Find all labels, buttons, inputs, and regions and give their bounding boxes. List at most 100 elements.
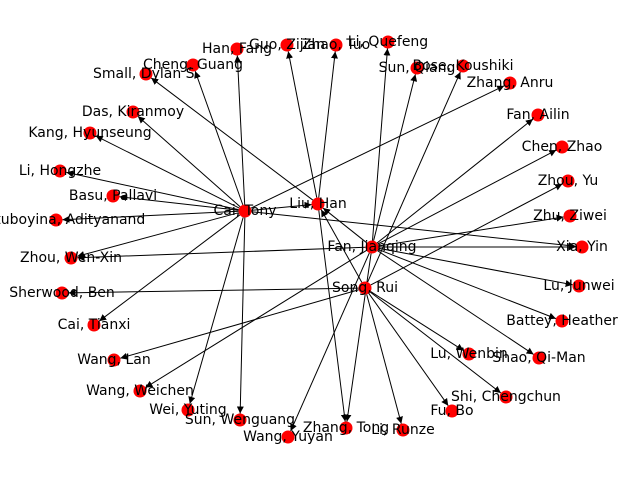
node-kang_hyunseung (83, 126, 97, 140)
edge-cai_tony-to-han_fang (234, 55, 246, 205)
node-label-sherwood_ben: Sherwood, Ben (9, 285, 115, 301)
node-label-battey_heather: Battey, Heather (506, 313, 618, 329)
edge-liu_han-to-zhang_tong (318, 210, 348, 422)
node-label-han_fang: Han, Fang (202, 41, 272, 57)
node-label-xia_yin: Xia, Yin (556, 239, 608, 255)
node-label-cheng_guang: Cheng, Guang (143, 57, 243, 73)
node-battey_heather (555, 314, 569, 328)
node-zhao_tuo (329, 38, 343, 52)
node-label-wei_yuting: Wei, Yuting (149, 402, 226, 418)
edge-fan_jianqing-to-zhang_tong (344, 253, 372, 422)
node-label-wang_lan: Wang, Lan (77, 352, 150, 368)
edge-fan_jianqing-to-liu_han (322, 207, 368, 244)
node-fan_jianqing (365, 240, 379, 254)
node-zhou_yu (561, 174, 575, 188)
edge-fan_jianqing-to-zhou_wenxin (77, 246, 366, 262)
edge-liu_han-to-zhao_tuo (318, 51, 338, 198)
labels-layer: Cai, Tony Fan, Jianqing Song, Rui Liu, Han H… (0, 34, 618, 445)
node-wang_lan (107, 353, 121, 367)
node-fu_bo (445, 404, 459, 418)
node-label-zhao_tuo: Zhao, Tuo (302, 37, 370, 53)
node-label-zhang_anru: Zhang, Anru (467, 75, 554, 91)
node-fan_ailin (531, 108, 545, 122)
node-label-sun_qiang: Sun, Qiang (379, 60, 456, 76)
node-label-basu_pallavi: Basu, Pallavi (69, 188, 157, 204)
node-label-fan_ailin: Fan, Ailin (506, 107, 569, 123)
node-label-zhang_tong: Zhang, Tong (303, 420, 389, 436)
edge-liu_han-to-small_dylan (150, 77, 314, 201)
node-chen_zhao (555, 140, 569, 154)
edge-song_rui-to-sherwood_ben (68, 287, 359, 297)
node-label-kang_hyunseung: Kang, Hyunseung (28, 125, 151, 141)
node-zhang_tong (339, 421, 353, 435)
edge-fan_jianqing-to-sun_qiang (373, 74, 418, 241)
node-label-das_kiranmoy: Das, Kiranmoy (82, 104, 184, 120)
node-li_hongzhe (53, 164, 67, 178)
node-label-zhou_wenxin: Zhou, Wen-Xin (20, 250, 122, 266)
node-label-lu_junwei: Lu, Junwei (543, 278, 614, 294)
edge-fan_jianqing-to-wang_yuyan (290, 252, 370, 432)
edge-cai_tony-to-das_kiranmoy (137, 115, 241, 208)
node-label-chen_zhao: Chen, Zhao (522, 139, 603, 155)
node-shao_qiman (532, 351, 546, 365)
node-wang_weichen (133, 384, 147, 398)
node-zhang_anru (503, 76, 517, 90)
edge-cai_tony-to-zhang_anru (250, 85, 505, 209)
node-label-small_dylan: Small, Dylan S. (93, 66, 199, 82)
node-label-boyina_adityanand: Guntuboyina, Adityanand (0, 212, 145, 228)
edge-cai_tony-to-boyina_adityanand (62, 210, 239, 223)
node-basu_pallavi (106, 189, 120, 203)
edge-cai_tony-to-cheng_guang (194, 70, 244, 206)
edge-song_rui-to-lu_wenbin (370, 291, 464, 351)
edge-liu_han-to-guo_zijian (286, 51, 318, 198)
edge-song_rui-to-li_runze (366, 294, 403, 424)
node-label-cai_tony: Cai, Tony (213, 203, 276, 219)
node-label-zhou_yu: Zhou, Yu (538, 173, 599, 189)
edge-fan_jianqing-to-battey_heather (377, 248, 557, 320)
node-label-guo_zijian: Guo, Zijian (249, 37, 325, 53)
node-zhou_wenxin (64, 251, 78, 265)
node-song_rui (358, 281, 372, 295)
node-label-wang_weichen: Wang, Weichen (86, 383, 194, 399)
edge-song_rui-to-shi_chengchun (369, 291, 502, 394)
edge-song_rui-to-zhou_yu (370, 183, 563, 286)
edge-song_rui-to-fu_bo (368, 293, 449, 406)
edge-song_rui-to-liu_han (320, 209, 363, 283)
node-label-shi_chengchun: Shi, Chengchun (451, 389, 561, 405)
node-li_quefeng (381, 35, 395, 49)
node-cai_tianxi (87, 318, 101, 332)
nodes-layer (49, 35, 589, 444)
node-label-cai_tianxi: Cai, Tianxi (58, 317, 131, 333)
node-zhu_ziwei (563, 209, 577, 223)
edges-layer (62, 48, 576, 432)
node-xia_yin (575, 240, 589, 254)
node-liu_han (311, 197, 325, 211)
edge-cai_tony-to-sun_wenguang (236, 217, 246, 414)
node-li_runze (396, 423, 410, 437)
node-das_kiranmoy (126, 105, 140, 119)
node-label-li_hongzhe: Li, Hongzhe (19, 163, 101, 179)
node-label-li_quefeng: Li, Quefeng (348, 34, 428, 50)
edge-fan_jianqing-to-li_quefeng (372, 48, 391, 241)
node-cheng_guang (186, 58, 200, 72)
edge-song_rui-to-wang_lan (120, 289, 359, 360)
node-label-wang_yuyan: Wang, Yuyan (243, 429, 333, 445)
node-guo_zijian (280, 38, 294, 52)
edge-cai_tony-to-xia_yin (251, 211, 576, 250)
node-label-li_runze: Li, Runze (371, 422, 434, 438)
node-boyina_adityanand (49, 213, 63, 227)
node-label-lu_wenbin: Lu, Wenbin (430, 346, 508, 362)
node-label-shao_qiman: Shao, Qi-Man (492, 350, 585, 366)
edge-cai_tony-to-cai_tianxi (98, 214, 241, 322)
node-label-fan_jianqing: Fan, Jianqing (327, 239, 416, 255)
node-label-fu_bo: Fu, Bo (430, 403, 473, 419)
node-lu_junwei (572, 279, 586, 293)
edge-cai_tony-to-liu_han (251, 201, 312, 211)
node-sun_qiang (410, 61, 424, 75)
edge-fan_jianqing-to-chen_zhao (377, 149, 557, 245)
edge-cai_tony-to-wei_yuting (188, 217, 244, 404)
node-label-bose_koushiki: Bose, Koushiki (413, 58, 514, 74)
edge-fan_jianqing-to-zhu_ziwei (378, 214, 564, 247)
node-label-song_rui: Song, Rui (332, 280, 398, 296)
